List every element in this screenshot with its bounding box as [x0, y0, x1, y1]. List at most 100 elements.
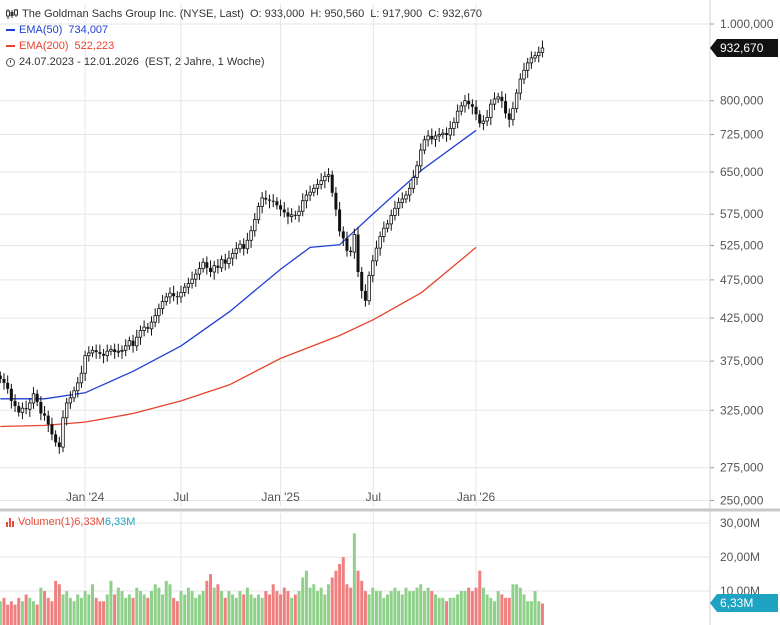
candle-body-up: [123, 345, 128, 351]
candle-body-down: [0, 375, 2, 379]
volume-bar-up: [76, 594, 80, 625]
candle-body-down: [205, 262, 209, 268]
candle-body-up: [481, 120, 486, 124]
volume-bar-up: [526, 601, 530, 625]
volume-bar-up: [238, 591, 242, 625]
candle-body-up: [197, 268, 202, 275]
legend-ema200-row[interactable]: EMA(200) 522,223: [6, 38, 482, 54]
ohlc-high: H: 950,560: [310, 8, 365, 20]
volume-bars-icon: [6, 517, 14, 527]
volume-bar-down: [2, 597, 6, 625]
candle-body-up: [371, 260, 375, 276]
volume-bar-up: [142, 594, 146, 625]
volume-bar-down: [507, 597, 511, 625]
candle-body-up: [378, 236, 382, 249]
candle-body-up: [537, 51, 541, 57]
volume-bar-up: [194, 597, 198, 625]
candle-body-up: [238, 243, 242, 250]
legend-ema50-row[interactable]: EMA(50) 734,007: [6, 22, 482, 38]
volume-bar-down: [470, 591, 474, 625]
candle-body-down: [271, 200, 275, 202]
candle-body-up: [64, 402, 69, 419]
candle-body-down: [50, 424, 54, 435]
price-y-axis: 1.000,000 800,000 725,000 650,000 575,000 525…: [709, 0, 774, 625]
volume-bar-up: [422, 591, 426, 625]
volume-bar-down: [474, 587, 478, 625]
volume-bar-up: [72, 601, 76, 625]
candle-body-down: [17, 406, 21, 413]
candle-body-down: [474, 106, 478, 115]
ema200-value: 522,223: [74, 40, 115, 52]
ohlc-close: C: 932,670: [428, 8, 483, 20]
volume-bar-up: [393, 587, 397, 625]
price-y-tick-label: 250,000: [720, 493, 764, 507]
time-tick-label: Jan '25: [261, 490, 300, 504]
candle-body-up: [415, 165, 419, 178]
candle-body-up: [326, 174, 331, 177]
volume-bar-up: [164, 580, 168, 625]
candle-body-up: [540, 47, 545, 53]
candle-body-up: [304, 194, 309, 202]
candle-body-up: [367, 275, 371, 302]
volume-bar-up: [386, 594, 390, 625]
ema50-label: EMA(50): [19, 24, 63, 36]
last-volume-marker: 6,33M: [710, 594, 778, 612]
volume-bar-up: [68, 597, 72, 625]
candle-body-down: [39, 401, 43, 414]
candlestick-icon: [6, 9, 18, 19]
candle-body-down: [507, 113, 511, 120]
time-tick-label: Jan '26: [457, 490, 496, 504]
time-tick-label: Jul: [173, 490, 188, 504]
candle-body-up: [182, 286, 187, 293]
price-y-tick-label: 725,000: [720, 128, 764, 142]
volume-bar-up: [374, 591, 378, 625]
candle-body-down: [13, 400, 17, 407]
volume-bar-up: [492, 601, 496, 625]
candle-body-up: [312, 187, 316, 193]
volume-bar-up: [319, 587, 323, 625]
price-y-tick-label: 575,000: [720, 207, 764, 221]
volume-bar-down: [275, 591, 279, 625]
candle-body-down: [279, 205, 283, 210]
volume-bar-up: [227, 591, 231, 625]
volume-bars: [0, 533, 544, 625]
volume-bar-up: [448, 597, 452, 625]
volume-bar-up: [378, 591, 382, 625]
candle-body-up: [463, 100, 467, 107]
volume-bar-down: [341, 557, 345, 625]
volume-bar-up: [179, 591, 183, 625]
candle-body-down: [330, 174, 334, 193]
volume-bar-up: [382, 597, 386, 625]
volume-bar-down: [334, 570, 338, 625]
volume-bar-down: [279, 594, 283, 625]
candlestick-series: [0, 40, 545, 454]
volume-bar-up: [459, 591, 463, 625]
volume-bar-up: [150, 591, 154, 625]
volume-bar-down: [338, 563, 342, 625]
volume-bar-up: [415, 587, 419, 625]
volume-bar-down: [467, 587, 471, 625]
volume-y-tick-label: 20,00M: [720, 550, 760, 564]
candle-body-up: [68, 397, 73, 404]
volume-bar-up: [153, 584, 157, 625]
volume-bar-down: [349, 587, 353, 625]
volume-bar-up: [120, 591, 124, 625]
volume-bar-down: [175, 601, 179, 625]
time-x-axis: Jan '24 Jul Jan '25 Jul Jan '26: [66, 490, 496, 504]
volume-bar-up: [371, 587, 375, 625]
volume-bar-up: [419, 584, 423, 625]
volume-bar-down: [216, 584, 220, 625]
volume-bar-down: [430, 591, 434, 625]
ema50-swatch: [6, 29, 15, 31]
legend-period-row: 24.07.2023 - 12.01.2026 (EST, 2 Jahre, 1…: [6, 54, 482, 70]
last-volume-badge: [710, 594, 778, 612]
volume-bar-up: [452, 597, 456, 625]
volume-bar-up: [315, 591, 319, 625]
candle-body-down: [94, 350, 98, 353]
candle-body-up: [492, 98, 497, 105]
volume-bar-up: [511, 584, 515, 625]
candle-body-up: [389, 215, 393, 225]
volume-value-teal: 6,33M: [104, 516, 136, 528]
volume-bar-down: [43, 591, 47, 625]
